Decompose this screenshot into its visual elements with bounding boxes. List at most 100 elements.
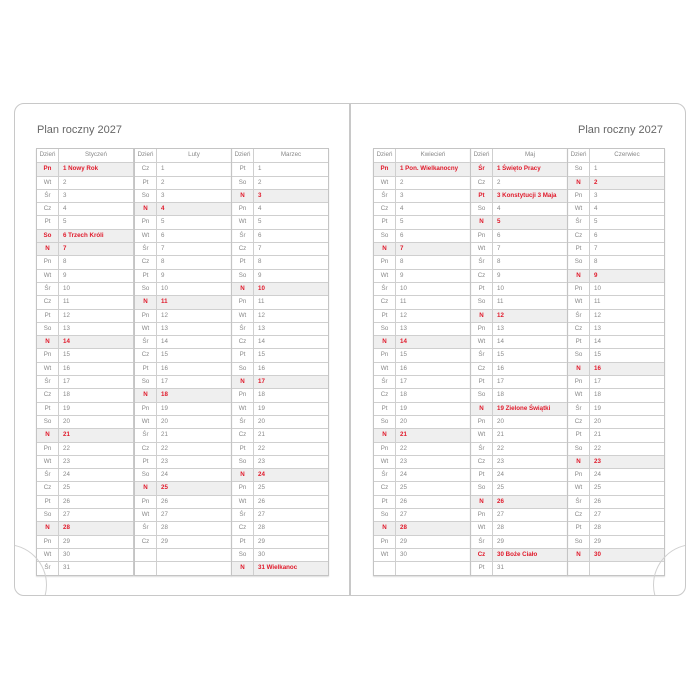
month-name: Maj — [525, 151, 535, 158]
day-row: Wt 9 — [37, 268, 133, 282]
day-number: 17 — [594, 378, 601, 386]
weekday: So — [471, 482, 493, 495]
weekday: So — [568, 163, 590, 176]
weekday: N — [471, 216, 493, 229]
weekday: Pn — [37, 535, 59, 548]
day-row: Pn 19 — [135, 401, 231, 415]
day-row: N 14 — [374, 335, 470, 349]
weekday: Cz — [37, 296, 59, 309]
day-row: Śr 22 — [471, 441, 567, 455]
day-row: Wt 7 — [471, 242, 567, 256]
day-number: 16 — [594, 364, 601, 372]
day-row: So 15 — [568, 348, 664, 362]
day-row: So 29 — [568, 534, 664, 548]
day-row: Pt 1 — [232, 162, 328, 176]
day-number: 16 — [63, 364, 70, 372]
weekday: Wt — [37, 455, 59, 469]
day-number: 28 — [497, 524, 504, 532]
weekday: Cz — [37, 203, 59, 216]
day-number: 20 — [400, 417, 407, 425]
day-row: So 22 — [568, 441, 664, 455]
weekday: So — [374, 509, 396, 522]
day-row: Cz 15 — [135, 348, 231, 362]
weekday: Pt — [37, 402, 59, 415]
weekday: Pt — [135, 176, 157, 189]
weekday: Wt — [135, 415, 157, 429]
day-number: 11 — [63, 298, 70, 306]
day-number: 13 — [594, 324, 601, 332]
day-number — [157, 549, 231, 561]
day-row: N 17 — [232, 375, 328, 389]
day-number: 11 — [400, 298, 407, 306]
weekday: Śr — [568, 495, 590, 509]
day-row: N 30 — [568, 547, 664, 562]
day-column-header: Dzień — [471, 149, 493, 163]
table-header: Dzień Styczeń — [37, 149, 133, 163]
weekday: Wt — [37, 548, 59, 562]
day-row — [568, 561, 664, 575]
day-row: Śr 27 — [232, 508, 328, 522]
weekday: Wt — [37, 176, 59, 189]
weekday: Pn — [374, 535, 396, 548]
day-number: 25 — [400, 484, 407, 492]
month-name: Luty — [188, 151, 200, 158]
weekday: N — [232, 562, 254, 575]
day-row: So 1 — [568, 162, 664, 176]
weekday: Cz — [232, 243, 254, 256]
day-number: 30 — [258, 550, 265, 558]
day-number: 20 — [258, 417, 265, 425]
day-row: Śr 13 — [232, 321, 328, 336]
day-number: 30 — [594, 550, 601, 558]
day-row: Wt 2 — [374, 175, 470, 189]
day-row: Pn 8 — [374, 255, 470, 269]
day-row: N 26 — [471, 494, 567, 509]
day-number: 21 — [258, 431, 265, 439]
day-number: 7 — [594, 245, 598, 253]
day-number: 10 — [161, 284, 168, 292]
month-name: Czerwiec — [614, 151, 640, 158]
day-row: Pn 1 Pon. Wielkanocny — [374, 162, 470, 176]
day-number: 27 — [497, 511, 504, 519]
day-row: Pn 26 — [135, 494, 231, 509]
day-number: 17 — [161, 378, 168, 386]
day-row: Wt 16 — [37, 361, 133, 376]
day-row: Wt 6 — [135, 228, 231, 243]
day-row: Śr 31 — [37, 561, 133, 575]
day-number: 1 — [258, 165, 262, 173]
weekday: Cz — [135, 442, 157, 455]
day-row: Cz 18 — [374, 388, 470, 402]
day-number: 13 — [161, 324, 168, 332]
weekday: Wt — [374, 362, 396, 376]
weekday — [135, 562, 157, 575]
day-number: 12 — [63, 311, 70, 319]
weekday: So — [135, 469, 157, 482]
day-number: 1 Nowy Rok — [63, 165, 99, 173]
day-number: 23 — [497, 457, 504, 465]
day-row: So 9 — [232, 268, 328, 282]
day-row: Śr 10 — [37, 281, 133, 296]
day-number: 9 — [400, 271, 404, 279]
day-number: 18 — [594, 391, 601, 399]
day-number: 12 — [497, 311, 504, 319]
weekday: Wt — [135, 229, 157, 243]
day-row: Pt 31 — [471, 561, 567, 575]
day-number: 3 — [63, 191, 67, 199]
weekday: Śr — [471, 442, 493, 455]
day-row: Cz 11 — [37, 295, 133, 309]
day-number: 4 — [400, 205, 404, 213]
day-number: 5 — [258, 218, 262, 226]
day-number: 28 — [594, 524, 601, 532]
day-row: Cz 6 — [568, 228, 664, 243]
weekday: Cz — [471, 548, 493, 562]
weekday: Pt — [232, 349, 254, 362]
day-row: So 6 Trzech Króli — [37, 228, 133, 243]
day-row: Pt 29 — [232, 534, 328, 548]
day-number: 7 — [258, 245, 262, 253]
day-row: Cz 18 — [37, 388, 133, 402]
weekday: Wt — [374, 176, 396, 189]
weekday: So — [232, 362, 254, 376]
day-number: 25 — [497, 484, 504, 492]
day-row: Wt 23 — [374, 454, 470, 469]
weekday: So — [568, 535, 590, 548]
